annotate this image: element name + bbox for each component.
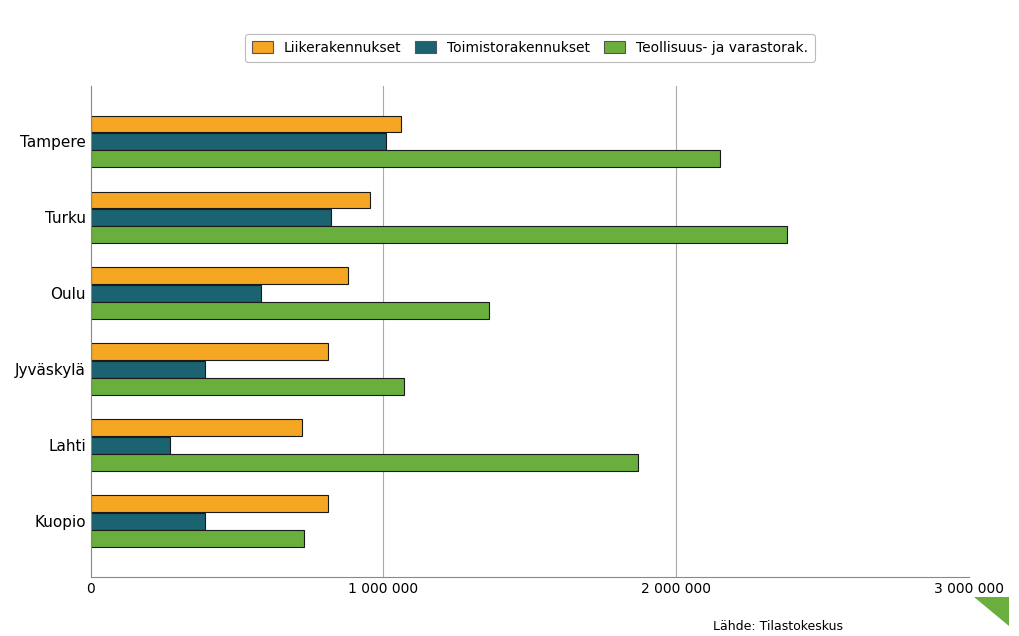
Bar [91, 419, 302, 436]
Bar [91, 116, 401, 132]
Bar [91, 226, 788, 243]
Bar [91, 303, 489, 319]
Bar [91, 285, 261, 301]
Bar [91, 268, 348, 284]
Bar [91, 151, 720, 167]
Bar [91, 530, 305, 547]
Text: Lähde: Tilastokeskus: Lähde: Tilastokeskus [713, 619, 844, 633]
Bar [91, 343, 328, 360]
Bar [91, 133, 386, 149]
Bar [91, 361, 205, 378]
Bar [91, 513, 205, 530]
Bar [91, 378, 404, 395]
Legend: Liikerakennukset, Toimistorakennukset, Teollisuus- ja varastorak.: Liikerakennukset, Toimistorakennukset, T… [245, 34, 815, 62]
Bar [91, 209, 331, 226]
Bar [91, 191, 370, 208]
Bar [91, 495, 328, 512]
Bar [91, 437, 170, 453]
Bar [91, 454, 638, 471]
